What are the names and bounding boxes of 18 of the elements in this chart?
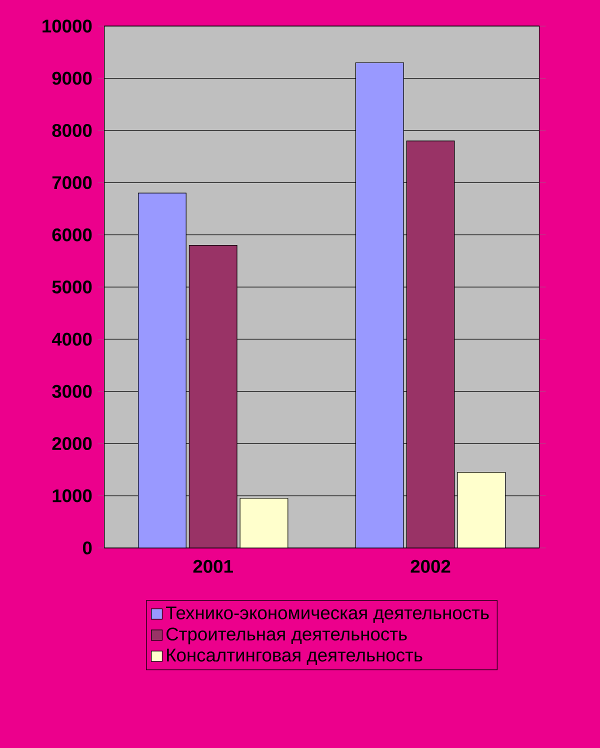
- legend-label: Консалтинговая деятельность: [167, 648, 422, 666]
- x-tick-label: 2001: [193, 560, 233, 573]
- y-tick-label: 6000: [52, 228, 92, 242]
- legend-label: Строительная деятельность: [166, 628, 407, 644]
- y-tick-label: 3000: [52, 384, 92, 398]
- y-tick-label: 7000: [52, 176, 92, 190]
- y-tick-label: 8000: [52, 124, 92, 137]
- y-tick-label: 0: [82, 541, 92, 554]
- bar: [355, 62, 404, 548]
- y-tick-label: 5000: [52, 280, 92, 294]
- legend-label: Технико-экономическая деятельность: [166, 606, 489, 623]
- y-tick-label: 4000: [52, 332, 92, 346]
- y-tick-label: 1000: [52, 489, 92, 502]
- x-tick-label: 2002: [410, 560, 450, 573]
- y-tick-label: 2000: [52, 437, 92, 450]
- y-tick-label: 9000: [52, 72, 92, 85]
- y-tick-label: 10000: [42, 20, 92, 33]
- bar: [138, 192, 186, 548]
